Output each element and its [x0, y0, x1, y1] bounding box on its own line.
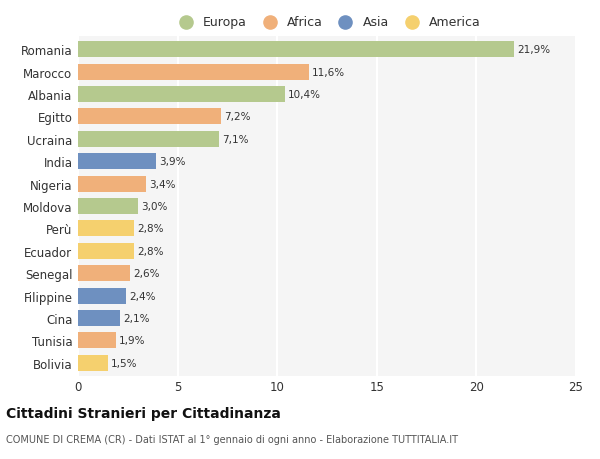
Bar: [78, 243, 134, 259]
Text: 7,2%: 7,2%: [224, 112, 251, 122]
Text: 1,9%: 1,9%: [119, 336, 145, 346]
Text: COMUNE DI CREMA (CR) - Dati ISTAT al 1° gennaio di ogni anno - Elaborazione TUTT: COMUNE DI CREMA (CR) - Dati ISTAT al 1° …: [6, 434, 458, 444]
Legend: Europa, Africa, Asia, America: Europa, Africa, Asia, America: [173, 16, 481, 29]
Bar: [78, 221, 134, 237]
Bar: [78, 64, 309, 80]
Text: 3,4%: 3,4%: [149, 179, 175, 189]
Text: 3,9%: 3,9%: [158, 157, 185, 167]
Bar: [78, 288, 126, 304]
Text: 2,8%: 2,8%: [137, 246, 163, 256]
Bar: [78, 310, 120, 326]
Text: 21,9%: 21,9%: [517, 45, 550, 55]
Text: 11,6%: 11,6%: [312, 67, 345, 78]
Bar: [78, 87, 285, 103]
Text: 1,5%: 1,5%: [111, 358, 137, 368]
Text: 2,8%: 2,8%: [137, 224, 163, 234]
Bar: [78, 266, 130, 282]
Text: 10,4%: 10,4%: [288, 90, 321, 100]
Text: 2,4%: 2,4%: [129, 291, 155, 301]
Bar: [78, 198, 138, 215]
Bar: [78, 176, 146, 192]
Bar: [78, 154, 155, 170]
Text: 2,1%: 2,1%: [123, 313, 149, 323]
Text: Cittadini Stranieri per Cittadinanza: Cittadini Stranieri per Cittadinanza: [6, 406, 281, 420]
Bar: [78, 333, 116, 349]
Text: 7,1%: 7,1%: [223, 134, 249, 145]
Bar: [78, 355, 108, 371]
Text: 2,6%: 2,6%: [133, 269, 159, 279]
Bar: [78, 42, 514, 58]
Bar: [78, 131, 220, 147]
Text: 3,0%: 3,0%: [141, 202, 167, 212]
Bar: [78, 109, 221, 125]
